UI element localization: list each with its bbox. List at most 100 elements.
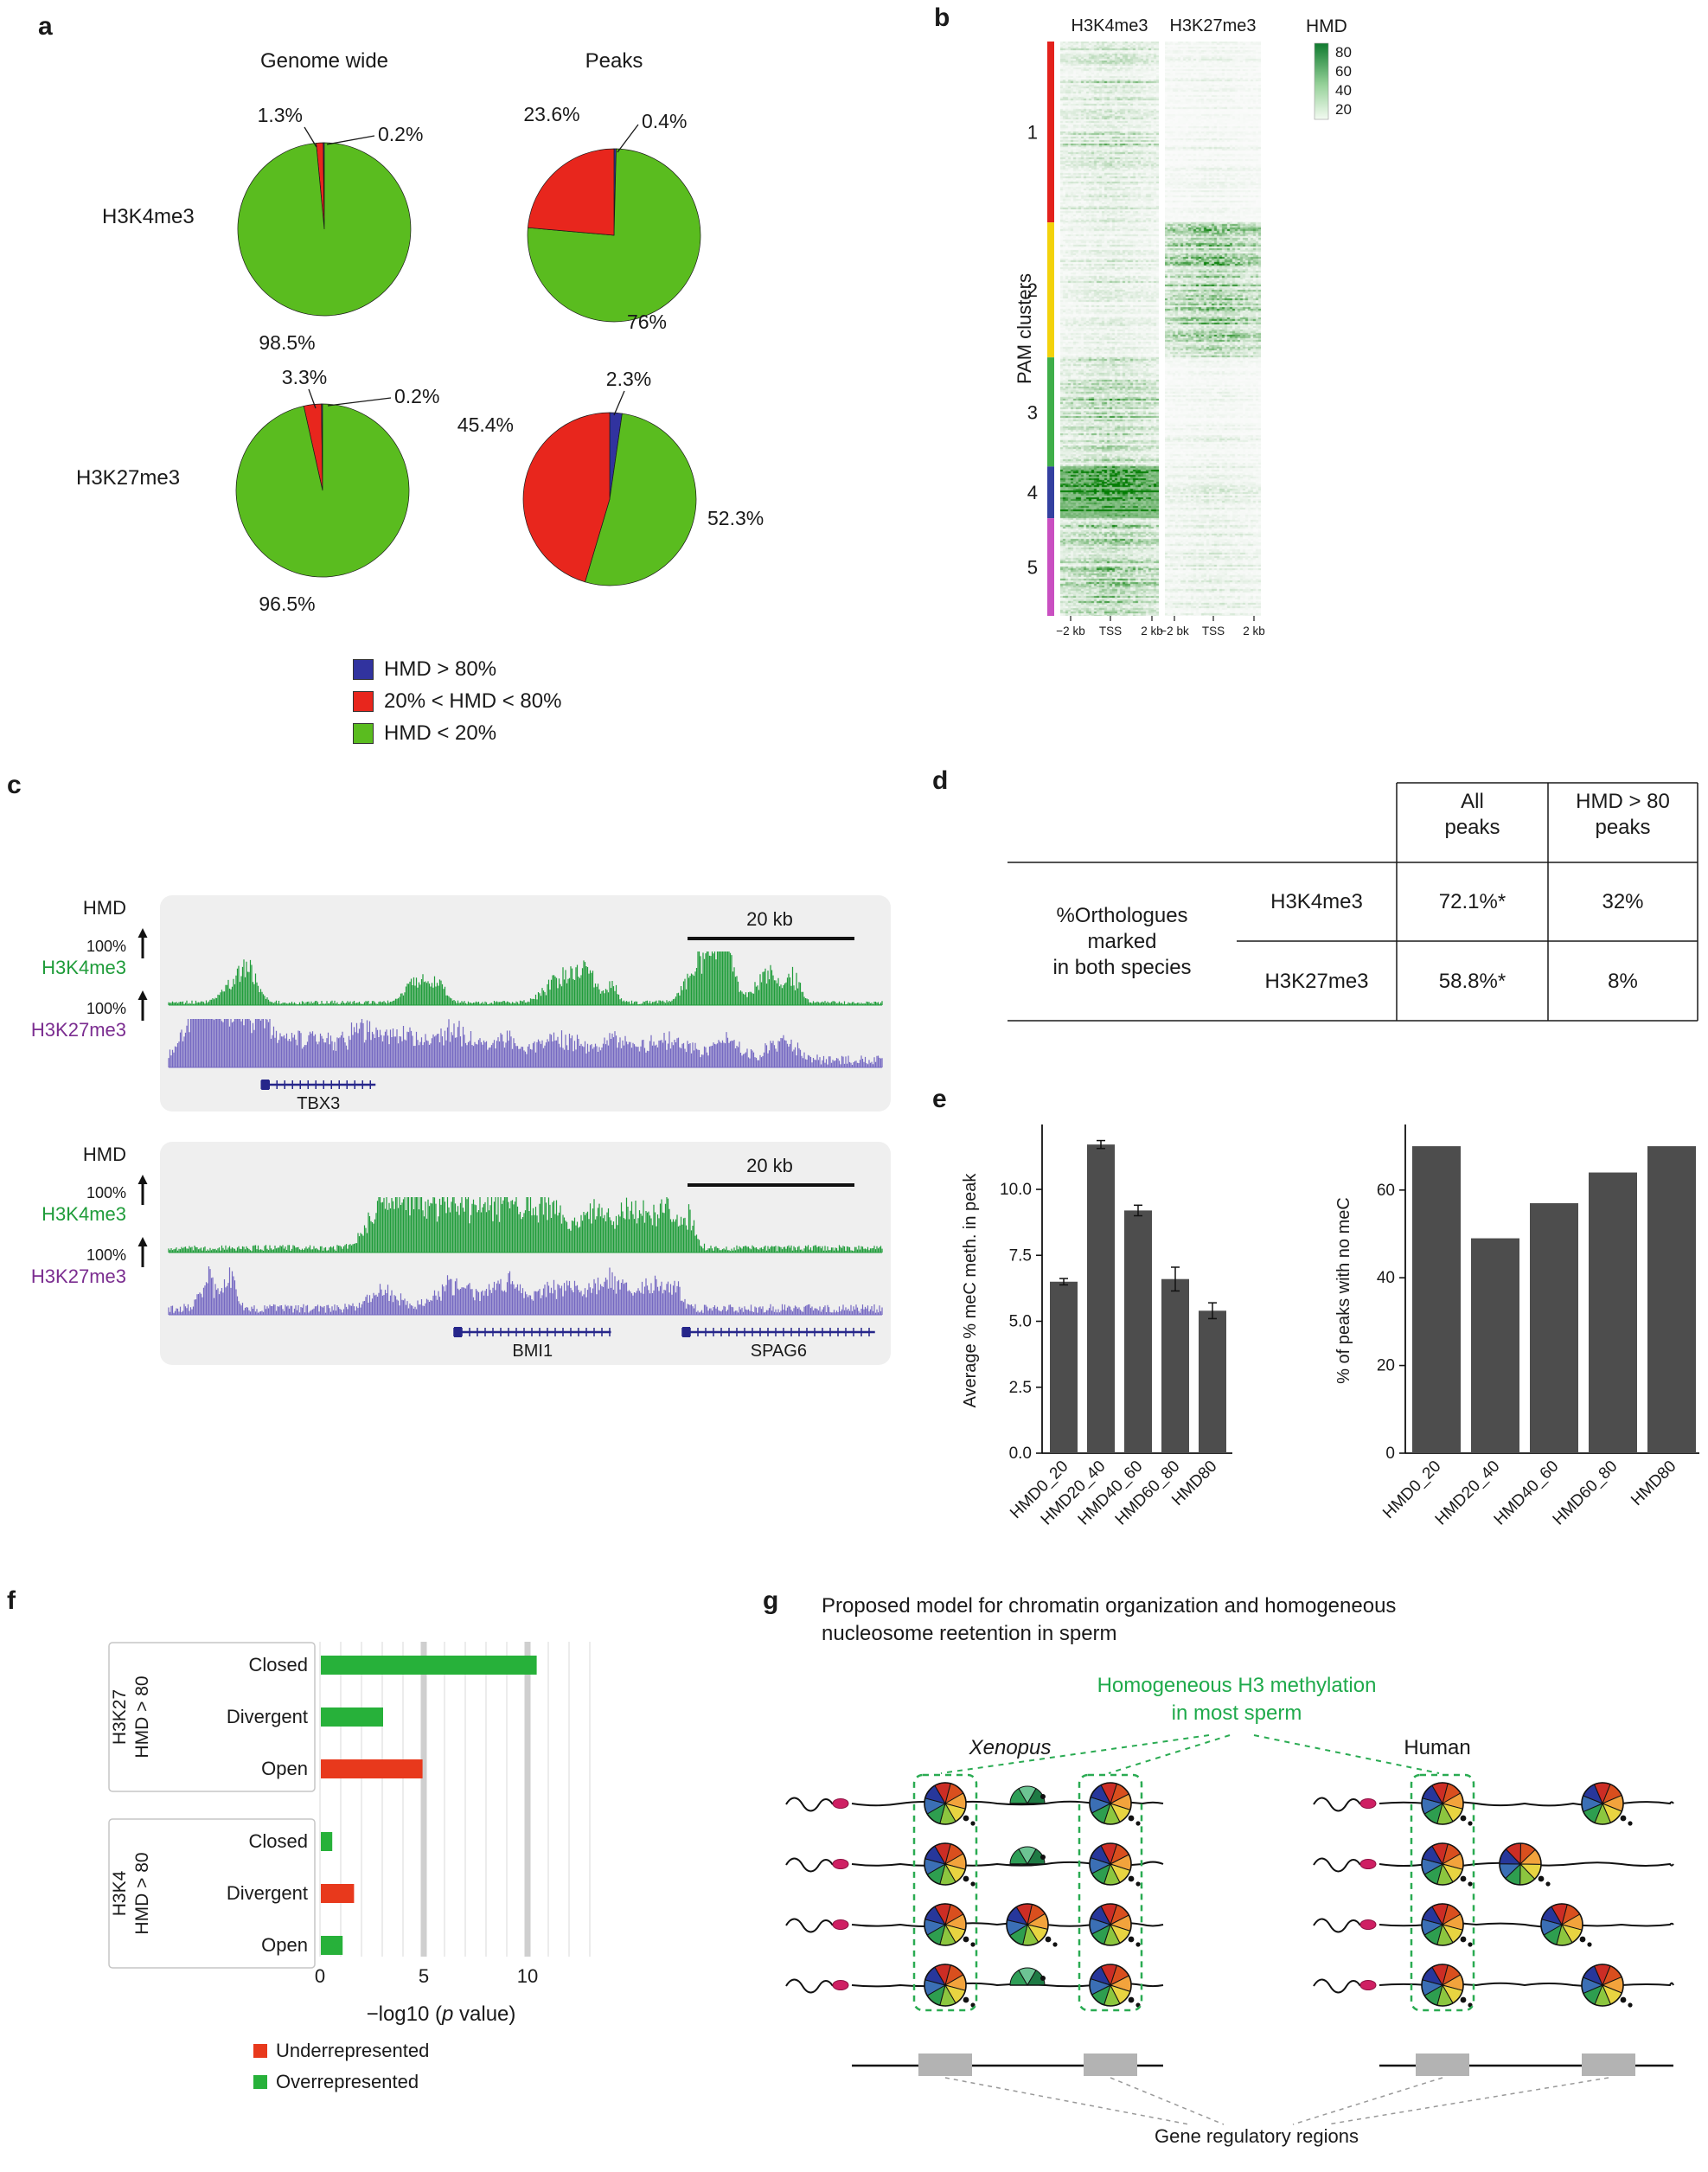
pie-row-title-h3k4me3: H3K4me3 bbox=[102, 205, 195, 228]
legend-swatch-red bbox=[353, 691, 374, 712]
histone-tail-dot bbox=[1052, 1942, 1058, 1947]
histone-tail-dot bbox=[970, 1821, 976, 1826]
pie-slice-label: 0.2% bbox=[378, 123, 423, 145]
histone-tail-dot bbox=[963, 1875, 969, 1882]
sperm-head bbox=[832, 1980, 849, 1990]
gene-name: TBX3 bbox=[297, 1094, 340, 1113]
nucleosome-icon bbox=[1499, 1842, 1551, 1887]
nucleosome-outline bbox=[1421, 1903, 1464, 1946]
pie-slice bbox=[585, 413, 697, 586]
nucleosome-outline bbox=[1089, 1964, 1132, 2007]
histone-tail-dot bbox=[1128, 1875, 1135, 1882]
pie-col-title-peaks: Peaks bbox=[585, 49, 643, 73]
table-header-line: All bbox=[1461, 790, 1484, 813]
sperm-head bbox=[832, 1859, 849, 1869]
histone-tail-dot bbox=[1460, 1936, 1467, 1943]
panel-g-label: g bbox=[763, 1586, 779, 1615]
table-header-all-peaks: All peaks bbox=[1397, 789, 1548, 841]
nucleosome-icon bbox=[1421, 1903, 1473, 1947]
heatmap-h3k4me3 bbox=[1060, 42, 1159, 616]
sperm-head bbox=[1359, 1980, 1377, 1990]
pam-cluster-number: 4 bbox=[1027, 482, 1038, 503]
nucleosome-icon bbox=[1089, 1782, 1141, 1826]
x-axis-label-part: −log10 ( bbox=[366, 2002, 442, 2026]
panel-e-label: e bbox=[932, 1085, 947, 1113]
h-bar bbox=[321, 1884, 355, 1903]
row-category-label: Closed bbox=[249, 1654, 308, 1675]
table-cell-h3k27me3: H3K27me3 bbox=[1264, 970, 1369, 993]
panel-a-pies: 1.3% 0.2% 98.5% 0.4% 76% 23.6% 3.3% 0.2% 96.5% 2.… bbox=[235, 103, 764, 615]
nucleosome-icon bbox=[1581, 1782, 1633, 1826]
sperm-head bbox=[832, 1798, 849, 1809]
sperm-tail bbox=[1313, 1857, 1361, 1873]
callout-leader-line bbox=[1253, 1734, 1440, 1774]
homogeneous-dashed-box bbox=[912, 1773, 978, 2012]
signal-track-h3k27me3 bbox=[168, 1266, 883, 1315]
y-axis-label: % of peaks with no meC bbox=[1334, 1197, 1353, 1384]
y-tick-label: 0.0 bbox=[1009, 1445, 1032, 1463]
axis-max-label: 100% bbox=[86, 1000, 126, 1017]
pie-slice-label: 96.5% bbox=[259, 593, 315, 615]
pam-cluster-bar bbox=[1047, 42, 1054, 223]
hmd-colorbar-title: HMD bbox=[1306, 16, 1347, 36]
nucleosome-icon bbox=[924, 1964, 976, 2008]
pie-slice bbox=[235, 403, 410, 578]
nucleosome-icon bbox=[1421, 1964, 1473, 2008]
histone-tail-dot bbox=[1128, 1815, 1135, 1822]
nucleosome-outline bbox=[1089, 1842, 1132, 1886]
track-name-h3k4me3: H3K4me3 bbox=[42, 1203, 126, 1225]
sperm-head bbox=[1359, 1859, 1377, 1869]
row-category-label: Open bbox=[261, 1758, 308, 1779]
pam-cluster-number: 1 bbox=[1027, 122, 1038, 144]
nucleosome-outline bbox=[924, 1842, 967, 1886]
panel-g-model bbox=[785, 1734, 1674, 2125]
homogeneous-dashed-box bbox=[1410, 1773, 1475, 2012]
axis-arrowhead bbox=[138, 928, 148, 938]
sperm-tail bbox=[785, 1797, 834, 1812]
sperm-head bbox=[1359, 1919, 1377, 1930]
axis-arrowhead bbox=[138, 990, 148, 1000]
sperm-icon bbox=[1313, 1857, 1377, 1873]
histone-tail-dot bbox=[1460, 1875, 1467, 1882]
gene-exon-block bbox=[454, 1327, 462, 1337]
histone-tail-dot bbox=[1040, 1855, 1046, 1860]
legend-item: HMD > 80% bbox=[353, 657, 561, 682]
pam-clusters-axis-label: PAM clusters bbox=[1014, 273, 1035, 384]
group-label: H3K27 bbox=[110, 1689, 130, 1745]
y-tick-label: 10.0 bbox=[1000, 1181, 1032, 1199]
nucleosome-icon bbox=[1089, 1964, 1141, 2008]
homogeneous-dashed-box bbox=[1078, 1773, 1143, 2012]
histone-tail-dot bbox=[963, 1936, 969, 1943]
y-tick-label: 60 bbox=[1377, 1182, 1395, 1200]
group-label: H3K4 bbox=[110, 1870, 130, 1916]
histone-tail-dot bbox=[1460, 1815, 1467, 1822]
table-header-line: HMD > 80 bbox=[1576, 790, 1670, 813]
axis-arrowhead bbox=[138, 1237, 148, 1246]
pie-slice-label: 52.3% bbox=[707, 507, 764, 529]
pie-slice-label: 2.3% bbox=[606, 368, 651, 390]
nucleosome-icon bbox=[924, 1903, 976, 1947]
nucleosome-outline bbox=[1499, 1842, 1542, 1886]
pie-label-leader bbox=[613, 390, 625, 416]
histone-tail-dot bbox=[1040, 1794, 1046, 1799]
nucleosome-outline bbox=[924, 1903, 967, 1946]
legend-label: 20% < HMD < 80% bbox=[384, 689, 562, 713]
sperm-tail bbox=[785, 1978, 834, 1994]
f-legend: Underrepresented Overrepresented bbox=[253, 2040, 429, 2102]
chromatin-line bbox=[851, 1800, 1164, 1807]
histone-tail-dot bbox=[1040, 1976, 1046, 1981]
table-cell-h3k4me3: H3K4me3 bbox=[1270, 890, 1363, 913]
x-tick-label: 0 bbox=[315, 1965, 325, 1987]
half-nucleosome-icon bbox=[1009, 1785, 1046, 1804]
sperm-icon bbox=[785, 1797, 849, 1812]
heatmap-h3k27me3 bbox=[1165, 42, 1261, 616]
y-tick-label: 0 bbox=[1385, 1445, 1395, 1463]
x-tick-label: −2 bk bbox=[1160, 625, 1189, 638]
nucleosome-outline bbox=[1006, 1903, 1049, 1946]
pie-row-title-h3k27me3: H3K27me3 bbox=[76, 466, 181, 490]
panel-c-label: c bbox=[7, 771, 22, 799]
half-nucleosome-icon bbox=[1009, 1967, 1046, 1986]
